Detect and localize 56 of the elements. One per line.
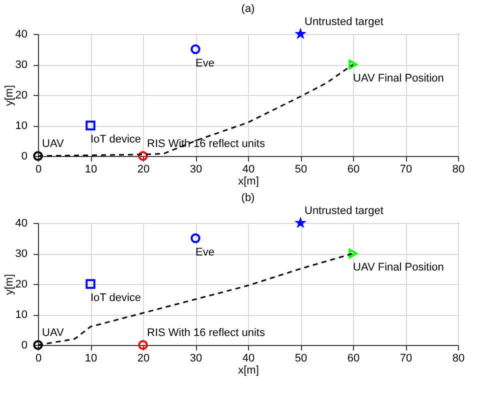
x-tick-label: 30	[190, 164, 202, 176]
point	[86, 279, 96, 289]
point	[190, 233, 200, 244]
x-tick-label: 40	[242, 164, 255, 176]
y-tick-label: 0	[21, 340, 28, 352]
x-tick-label: 50	[294, 352, 308, 364]
point	[294, 216, 307, 228]
series-label: Eve	[196, 246, 214, 258]
x-tick-label: 0	[35, 164, 42, 176]
y-tick-label: 40	[15, 28, 28, 40]
y-tick-label: 30	[15, 59, 28, 71]
series-label: IoT device	[90, 134, 142, 146]
series-label: Eve	[196, 57, 214, 70]
x-tick-label: 70	[400, 164, 412, 176]
x-axis-title: x[m]	[238, 364, 259, 376]
chart-title: (a)	[241, 3, 255, 15]
y-tick-label: 20	[15, 90, 28, 102]
series-label: UAV	[42, 138, 64, 150]
series-label: RIS With 16 reflect units	[147, 138, 266, 150]
point	[190, 44, 200, 54]
series-label: IoT device	[90, 292, 142, 304]
y-tick-label: 40	[15, 218, 28, 230]
chart-title: (b)	[241, 192, 255, 204]
point	[138, 340, 148, 350]
series-label: Untrusted target	[304, 205, 384, 217]
x-tick-label: 0	[35, 352, 42, 364]
x-tick-label: 80	[452, 352, 465, 364]
x-tick-label: 20	[137, 164, 150, 176]
point	[348, 248, 358, 258]
x-tick-label: 30	[190, 352, 202, 364]
y-tick-label: 0	[21, 150, 28, 162]
y-tick-label: 10	[15, 309, 28, 321]
series-label: UAV	[42, 327, 64, 339]
point	[294, 28, 307, 40]
series-label: Untrusted target	[304, 16, 384, 28]
y-tick-label: 20	[15, 278, 28, 290]
x-tick-label: 10	[84, 164, 98, 176]
point	[348, 60, 358, 70]
point	[86, 120, 96, 130]
series-label: UAV Final Position	[353, 72, 444, 84]
x-tick-label: 40	[242, 352, 255, 364]
y-tick-label: 30	[15, 248, 28, 260]
x-tick-label: 60	[347, 352, 360, 364]
y-tick-label: 10	[15, 120, 28, 132]
x-tick-label: 50	[294, 164, 308, 176]
series-label: RIS With 16 reflect units	[147, 327, 266, 339]
y-axis-title: y[m]	[3, 274, 16, 295]
x-tick-label: 20	[137, 352, 150, 364]
x-tick-label: 10	[84, 352, 98, 364]
series-label: UAV Final Position	[353, 262, 444, 274]
x-axis-title: x[m]	[238, 176, 259, 188]
point	[138, 151, 148, 161]
x-tick-label: 60	[347, 164, 360, 176]
x-tick-label: 80	[452, 164, 465, 176]
y-axis-title: y[m]	[3, 85, 16, 106]
x-tick-label: 70	[400, 352, 412, 364]
